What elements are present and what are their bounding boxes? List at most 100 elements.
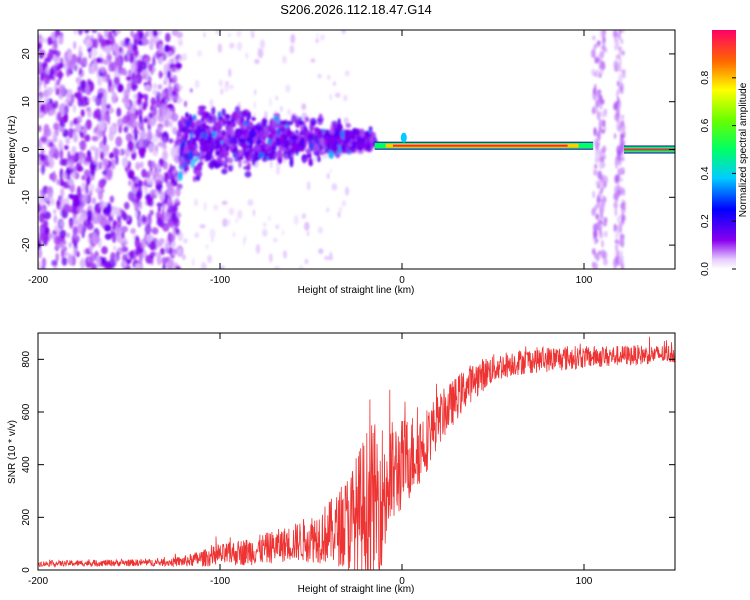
noise-blob (52, 49, 58, 55)
faint-noise-blob (316, 32, 319, 40)
noise-blob (123, 260, 127, 269)
noise-blob (64, 104, 69, 114)
faint-noise-blob (312, 156, 317, 163)
signal-blob (248, 131, 254, 140)
faint-noise-blob (232, 231, 236, 238)
faint-noise-blob (262, 228, 268, 237)
noise-blob (90, 48, 98, 58)
faint-noise-blob (318, 248, 324, 254)
noise-blob (38, 42, 43, 50)
signal-blob (211, 130, 217, 138)
signal-blob (350, 140, 357, 149)
faint-noise-blob (213, 204, 219, 211)
noise-blob (80, 57, 85, 68)
noise-blob (90, 165, 96, 177)
noise-blob (178, 248, 182, 256)
noise-blob (102, 135, 107, 146)
noise-blob (117, 83, 124, 93)
faint-noise-blob (205, 244, 209, 249)
faint-noise-blob (211, 237, 214, 243)
signal-blob (197, 105, 205, 111)
faint-noise-blob (326, 172, 330, 180)
noise-blob (168, 138, 174, 144)
gap-noise-blob (621, 30, 625, 34)
faint-noise-blob (253, 101, 257, 109)
gap-noise-blob (616, 255, 619, 266)
noise-blob (56, 111, 62, 122)
gap-noise-blob (601, 239, 604, 248)
faint-noise-blob (235, 217, 238, 224)
noise-blob (164, 242, 170, 254)
noise-blob (102, 206, 109, 215)
gap-noise-blob (602, 148, 606, 154)
noise-blob (169, 63, 174, 69)
noise-blob (41, 164, 45, 175)
gap-noise-blob (592, 35, 596, 41)
signal-blob (249, 153, 254, 163)
noise-blob (72, 104, 76, 113)
noise-blob (121, 156, 129, 168)
noise-blob (59, 148, 64, 160)
noise-blob (89, 252, 95, 264)
chart-title: S206.2026.112.18.47.G14 (280, 2, 432, 17)
noise-blob (141, 216, 147, 223)
gap-noise-blob (601, 119, 606, 128)
noise-blob (129, 52, 134, 64)
noise-blob (167, 233, 175, 243)
spectrogram-y-tick-label: 0 (21, 146, 32, 152)
gap-noise-blob (593, 169, 598, 176)
gap-noise-blob (615, 248, 619, 253)
noise-blob (102, 158, 109, 167)
faint-noise-blob (236, 41, 243, 51)
noise-blob (164, 75, 169, 84)
noise-blob (68, 167, 74, 175)
noise-blob (77, 97, 84, 107)
signal-blob (319, 144, 323, 150)
gap-noise-blob (620, 250, 623, 258)
signal-blob (271, 145, 276, 151)
signal-blob (187, 141, 194, 152)
spectrogram-x-tick-label: -200 (28, 275, 48, 286)
faint-noise-blob (194, 79, 200, 89)
noise-blob (133, 39, 140, 46)
signal-blob (318, 130, 323, 140)
noise-blob (84, 30, 90, 34)
noise-blob (163, 119, 170, 128)
noise-blob (152, 105, 157, 116)
signal-blob (231, 148, 235, 154)
gap-noise-blob (616, 89, 619, 99)
signal-blob (231, 111, 238, 121)
noise-blob (58, 139, 64, 151)
snr-y-tick-label: 0 (21, 567, 32, 573)
faint-noise-blob (255, 244, 261, 254)
signal-blob (259, 130, 266, 136)
signal-blob (221, 130, 226, 138)
spectrogram-x-axis-label: Height of straight line (km) (298, 285, 415, 296)
noise-blob (158, 56, 164, 63)
noise-blob (115, 56, 122, 68)
noise-blob (144, 84, 152, 92)
noise-blob (98, 66, 106, 73)
noise-blob (144, 223, 152, 235)
faint-noise-blob (301, 213, 306, 219)
noise-blob (165, 32, 171, 43)
noise-blob (139, 131, 147, 140)
gap-noise-blob (594, 72, 597, 77)
signal-blob (228, 135, 235, 145)
noise-blob (124, 147, 130, 158)
gap-noise-blob (618, 62, 622, 72)
signal-blob (293, 141, 298, 151)
noise-blob (146, 196, 153, 206)
noise-blob (119, 236, 127, 245)
gap-noise-blob (602, 250, 608, 260)
faint-noise-blob (285, 84, 291, 93)
signal-blob (269, 150, 275, 159)
noise-blob (97, 92, 104, 100)
noise-blob (59, 168, 64, 181)
noise-blob (87, 109, 92, 118)
signal-blob (369, 136, 375, 143)
signal-blob (234, 147, 238, 153)
noise-blob (58, 69, 62, 81)
noise-blob (45, 227, 50, 235)
noise-blob (157, 114, 165, 123)
